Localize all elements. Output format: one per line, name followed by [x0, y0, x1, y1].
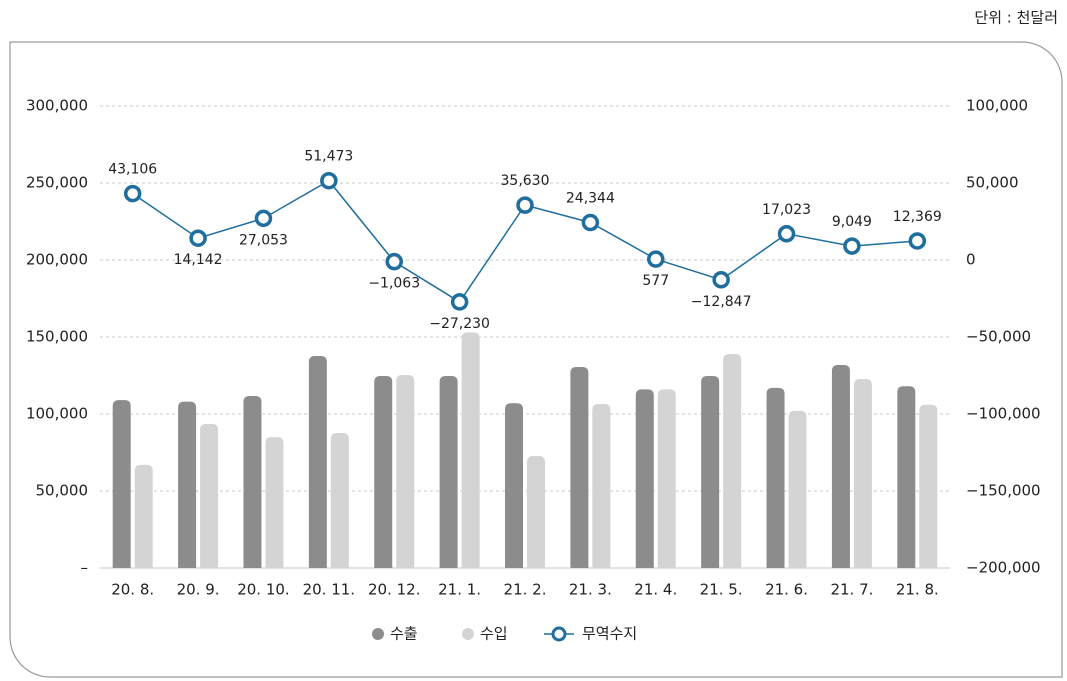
bar: [134, 464, 153, 568]
x-tick-label: 21. 6.: [765, 581, 808, 599]
bar: [919, 404, 938, 568]
bar: [723, 353, 742, 568]
line-marker: [647, 250, 665, 268]
data-label: 9,049: [832, 214, 872, 230]
x-tick-label: 20. 8.: [111, 581, 154, 599]
line-marker: [320, 171, 338, 190]
bar: [592, 403, 611, 568]
bar: [243, 395, 262, 568]
legend-marker: [462, 628, 474, 640]
line-marker: [908, 232, 927, 250]
unit-note: 단위 : 천달러: [974, 9, 1058, 27]
y-tick-label: 250,000: [26, 174, 88, 192]
legend-label: 무역수지: [582, 625, 637, 643]
line-marker: [843, 237, 861, 255]
y-tick-label: 50,000: [36, 482, 89, 500]
legend-label: 수출: [390, 625, 418, 643]
bar: [635, 389, 654, 568]
legend-marker: [372, 628, 384, 640]
x-tick-label: 21. 4.: [634, 581, 677, 599]
legend-label: 수입: [480, 625, 508, 643]
bar: [505, 403, 523, 568]
y-tick-label: 300,000: [26, 97, 88, 115]
x-tick-label: 21. 3.: [569, 581, 612, 599]
bar: [788, 410, 807, 568]
x-tick-label: 21. 5.: [700, 581, 743, 599]
x-tick-label: 20. 10.: [237, 581, 289, 599]
line-marker: [123, 184, 142, 203]
bar: [897, 386, 916, 568]
line-marker: [712, 271, 730, 289]
bar: [527, 456, 545, 568]
data-label: 14,142: [174, 252, 223, 268]
bar: [308, 355, 327, 568]
data-label: −1,063: [368, 276, 420, 292]
legend-marker: [551, 626, 567, 642]
data-label: 35,630: [501, 173, 550, 189]
y2-tick-label: 0: [966, 251, 976, 269]
y-tick-label: –: [81, 559, 89, 577]
data-label: 27,053: [239, 232, 288, 248]
bar: [396, 375, 415, 568]
y2-tick-label: −150,000: [966, 482, 1041, 500]
x-tick-label: 20. 12.: [368, 581, 420, 599]
data-label: −12,847: [691, 294, 752, 310]
data-label: 24,344: [566, 191, 615, 207]
bar: [374, 375, 393, 568]
bar: [112, 400, 131, 568]
data-label: 12,369: [893, 209, 942, 225]
bar: [200, 424, 219, 568]
y2-tick-label: 100,000: [966, 97, 1028, 115]
x-tick-label: 21. 2.: [504, 581, 547, 599]
x-tick-label: 20. 11.: [303, 581, 355, 599]
y-tick-label: 150,000: [26, 328, 88, 346]
x-tick-label: 20. 9.: [177, 581, 220, 599]
data-label: 43,106: [108, 162, 157, 178]
bar: [439, 375, 458, 568]
bar: [701, 375, 720, 568]
bar: [461, 332, 480, 568]
line-marker: [777, 225, 796, 243]
bar: [657, 389, 676, 568]
y2-tick-label: 50,000: [966, 174, 1019, 192]
line-marker: [581, 213, 600, 232]
bar: [330, 432, 349, 568]
line-marker: [189, 229, 207, 247]
y2-tick-label: −100,000: [966, 405, 1041, 423]
bar: [265, 437, 284, 568]
data-label: 577: [642, 273, 669, 289]
panel: [9, 41, 1063, 678]
line-marker: [516, 196, 534, 214]
line-marker: [385, 252, 403, 271]
data-label: 17,023: [762, 202, 811, 218]
y-tick-label: 100,000: [26, 405, 88, 423]
bar: [178, 401, 197, 568]
y2-tick-label: −50,000: [966, 328, 1031, 346]
data-label: 51,473: [304, 149, 353, 165]
bar: [853, 379, 872, 568]
x-tick-label: 21. 1.: [438, 581, 481, 599]
bar: [766, 387, 785, 568]
data-label: −27,230: [429, 316, 490, 332]
y2-tick-label: −200,000: [966, 559, 1041, 577]
line-marker: [254, 209, 273, 228]
bar: [570, 367, 589, 568]
y-tick-label: 200,000: [26, 251, 88, 269]
x-tick-label: 21. 8.: [896, 581, 939, 599]
line-marker: [450, 293, 469, 311]
x-tick-label: 21. 7.: [830, 581, 873, 599]
bar: [831, 365, 850, 568]
